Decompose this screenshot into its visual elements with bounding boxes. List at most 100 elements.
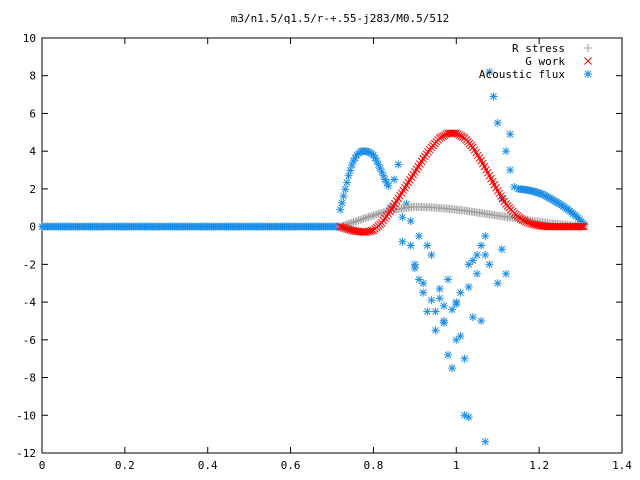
acoustic-flux-point <box>439 301 448 310</box>
acoustic-flux-point <box>427 296 436 305</box>
acoustic-flux-point <box>506 130 515 139</box>
acoustic-flux-point <box>341 185 350 194</box>
legend-marker <box>584 70 592 78</box>
x-tick-label: 1.2 <box>529 459 549 472</box>
acoustic-flux-point <box>481 232 490 241</box>
acoustic-flux-point <box>410 264 419 273</box>
acoustic-flux-point <box>464 283 473 291</box>
acoustic-flux-point <box>344 171 353 180</box>
g-work-point <box>576 222 585 231</box>
acoustic-flux-point <box>398 237 407 246</box>
y-tick-label: -6 <box>23 334 36 347</box>
acoustic-flux-point <box>439 318 448 327</box>
acoustic-flux-point <box>337 198 346 207</box>
y-tick-label: 6 <box>29 107 36 120</box>
r-stress-point <box>359 214 368 223</box>
acoustic-flux-point <box>489 92 498 101</box>
acoustic-flux-point <box>371 153 380 162</box>
acoustic-flux-point <box>406 241 415 250</box>
acoustic-flux-point <box>456 288 465 297</box>
acoustic-flux-point <box>506 166 515 175</box>
acoustic-flux-point <box>464 413 473 422</box>
acoustic-flux-point <box>423 241 432 250</box>
data-marks <box>38 67 589 446</box>
r-stress-point <box>347 218 356 227</box>
r-stress-point <box>352 216 361 225</box>
y-tick-label: -8 <box>23 372 36 385</box>
acoustic-flux-point <box>477 241 486 250</box>
acoustic-flux-point <box>346 166 355 175</box>
acoustic-flux-point <box>481 437 490 446</box>
y-tick-label: -12 <box>16 447 36 460</box>
acoustic-flux-point <box>502 147 510 156</box>
acoustic-flux-point <box>493 279 502 288</box>
x-tick-label: 0.2 <box>115 459 135 472</box>
x-tick-label: 0 <box>39 459 46 472</box>
acoustic-flux-point <box>485 260 494 269</box>
y-tick-label: 0 <box>29 221 36 234</box>
acoustic-flux-point <box>398 213 407 222</box>
acoustic-flux-point <box>435 284 444 293</box>
x-tick-label: 0.4 <box>198 459 218 472</box>
legend-marker <box>584 57 592 65</box>
acoustic-flux-point <box>497 245 506 254</box>
y-tick-label: 2 <box>29 183 36 196</box>
y-tick-label: -4 <box>23 296 37 309</box>
acoustic-flux-point <box>342 178 351 187</box>
r-stress-point <box>351 217 360 226</box>
acoustic-flux-point <box>456 332 465 341</box>
x-tick-label: 0.6 <box>281 459 301 472</box>
acoustic-flux-point <box>419 288 428 297</box>
acoustic-flux-point <box>431 326 440 335</box>
acoustic-flux-point <box>468 256 477 265</box>
g-work-point <box>580 222 588 231</box>
axes: 0 0.2 0.4 0.6 0.8 1 1.2 1.4 -12 -10 -8 -6 -4 -2 0 2 4 6 8 1… <box>16 32 632 472</box>
acoustic-flux-point <box>477 316 486 325</box>
legend-marker <box>584 44 592 52</box>
acoustic-flux-point <box>431 307 440 316</box>
r-stress-point <box>349 218 358 227</box>
r-stress-point <box>357 215 366 224</box>
chart-title: m3/n1.5/q1.5/r-+.55-j283/M0.5/512 <box>231 12 450 25</box>
acoustic-flux-point <box>390 175 399 184</box>
acoustic-flux-point <box>448 364 457 373</box>
acoustic-flux-point <box>485 67 494 76</box>
y-tick-label: -10 <box>16 409 36 422</box>
acoustic-flux-point <box>339 192 348 201</box>
acoustic-flux-point <box>473 269 481 278</box>
acoustic-flux-point <box>384 181 393 190</box>
acoustic-flux-point <box>481 250 490 259</box>
acoustic-flux-point <box>473 250 481 259</box>
acoustic-flux-point <box>468 313 477 322</box>
r-stress-point <box>356 215 365 224</box>
acoustic-flux-point <box>444 350 452 359</box>
y-tick-label: 10 <box>23 32 36 45</box>
r-stress-point <box>354 216 363 225</box>
acoustic-flux-point <box>406 216 415 225</box>
legend-label: Acoustic flux <box>479 68 565 81</box>
legend-label: G work <box>525 55 565 68</box>
legend-label: R stress <box>512 42 565 55</box>
r-stress-point <box>361 214 370 223</box>
x-tick-label: 1.4 <box>612 459 632 472</box>
plot-frame <box>41 37 623 454</box>
acoustic-flux-point <box>460 354 469 363</box>
acoustic-flux-point <box>423 307 432 316</box>
acoustic-flux-point <box>510 183 519 192</box>
acoustic-flux-point <box>415 232 423 241</box>
acoustic-flux-point <box>448 305 457 314</box>
y-tick-label: 8 <box>29 70 36 83</box>
acoustic-flux-point <box>415 275 423 284</box>
r-stress-point <box>367 211 376 220</box>
r-stress-point <box>364 213 373 222</box>
r-stress-point <box>366 212 375 221</box>
y-tick-label: -2 <box>23 258 36 271</box>
g-work-point <box>449 129 457 138</box>
x-tick-label: 0.8 <box>363 459 383 472</box>
acoustic-flux-point <box>493 118 502 127</box>
x-tick-label: 1 <box>453 459 460 472</box>
acoustic-flux-point <box>336 205 345 214</box>
acoustic-flux-point <box>394 160 403 169</box>
